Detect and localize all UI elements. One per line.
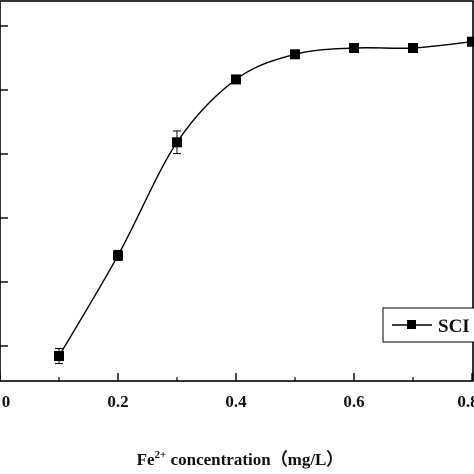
data-point-3: [231, 74, 241, 85]
data-point-1: [113, 250, 123, 261]
data-point-0: [54, 351, 64, 361]
data-point-4: [290, 49, 300, 60]
x-axis-title: Fe2+ concentration（mg/L）: [137, 449, 344, 469]
legend: SCI: [382, 307, 474, 343]
x-tick-label-3: 0.6: [343, 392, 364, 411]
legend-label: SCI: [438, 316, 470, 337]
error-bars: [55, 130, 181, 365]
data-point-5: [349, 43, 359, 53]
data-markers: [54, 36, 474, 361]
x-axis-tick-labels: 0 0.2 0.4 0.6 0.8: [2, 392, 474, 411]
x-tick-label-1: 0.2: [107, 392, 128, 411]
data-point-2: [172, 137, 182, 148]
y-axis-ticks: [0, 25, 8, 347]
data-point-7: [467, 36, 474, 47]
x-axis-ticks: [0, 373, 473, 381]
data-point-6: [408, 43, 418, 53]
legend-marker: [407, 320, 416, 329]
x-tick-label-4: 0.8: [457, 392, 474, 411]
x-tick-label-0: 0: [2, 392, 11, 411]
x-tick-label-2: 0.4: [225, 392, 247, 411]
